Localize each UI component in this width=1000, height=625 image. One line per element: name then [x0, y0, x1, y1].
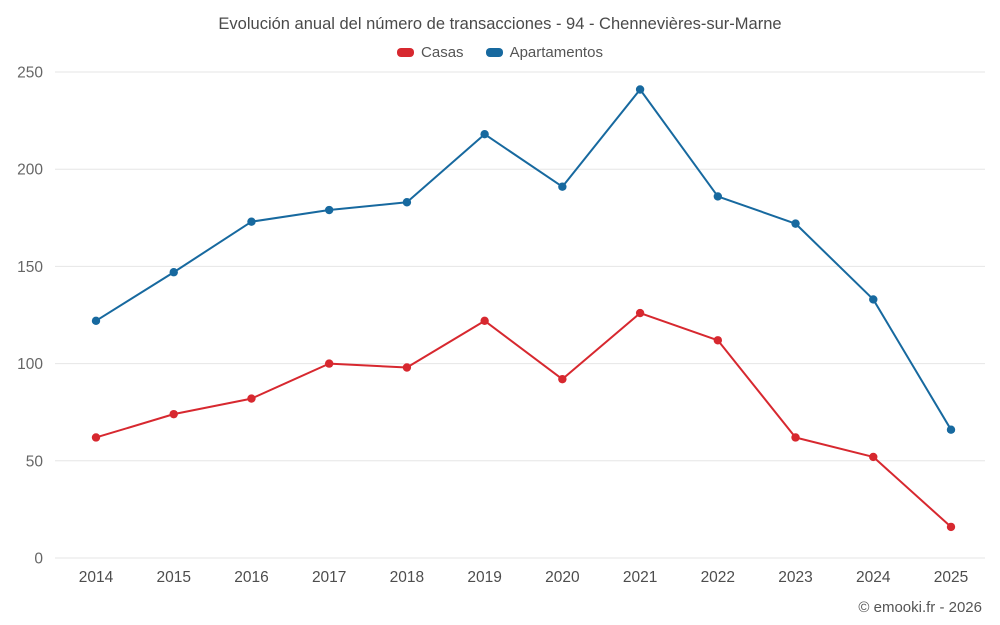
- data-point-apartamentos-2022[interactable]: [713, 192, 723, 201]
- data-point-apartamentos-2021[interactable]: [635, 85, 645, 94]
- legend-label-casas: Casas: [421, 44, 464, 61]
- chart-legend: Casas Apartamentos: [0, 44, 1000, 61]
- data-point-casas-2025[interactable]: [946, 522, 956, 532]
- data-point-apartamentos-2023[interactable]: [791, 219, 800, 228]
- legend-swatch-casas-icon: [397, 48, 415, 57]
- y-tick-label: 200: [17, 162, 43, 179]
- data-point-apartamentos-2017[interactable]: [324, 205, 334, 215]
- y-tick-label: 250: [17, 65, 43, 82]
- x-tick-label: 2019: [467, 569, 501, 586]
- data-point-casas-2021[interactable]: [635, 308, 645, 318]
- data-point-apartamentos-2020[interactable]: [558, 182, 567, 191]
- y-tick-label: 100: [17, 356, 43, 373]
- data-point-casas-2017[interactable]: [324, 359, 334, 368]
- data-point-apartamentos-2019[interactable]: [480, 130, 489, 139]
- data-point-casas-2022[interactable]: [713, 336, 723, 345]
- series-line-apartamentos: [95, 88, 952, 431]
- series-line-casas: [95, 312, 952, 528]
- data-point-apartamentos-2025[interactable]: [946, 425, 956, 434]
- data-point-casas-2018[interactable]: [402, 363, 412, 372]
- data-point-casas-2019[interactable]: [480, 316, 489, 326]
- legend-label-apartamentos: Apartamentos: [509, 44, 603, 61]
- x-tick-label: 2024: [856, 569, 891, 586]
- x-tick-label: 2025: [934, 569, 968, 586]
- chart-title: Evolución anual del número de transaccio…: [218, 15, 782, 33]
- y-tick-label: 150: [17, 259, 43, 276]
- data-point-casas-2014[interactable]: [91, 433, 101, 442]
- data-point-casas-2016[interactable]: [247, 394, 256, 403]
- data-point-apartamentos-2018[interactable]: [402, 198, 412, 207]
- x-tick-label: 2017: [312, 569, 346, 586]
- x-tick-label: 2014: [79, 569, 114, 586]
- data-point-casas-2020[interactable]: [558, 374, 567, 384]
- x-tick-label: 2022: [701, 569, 735, 586]
- data-point-casas-2024[interactable]: [869, 452, 878, 462]
- legend-swatch-apartamentos-icon: [485, 48, 503, 57]
- x-tick-label: 2015: [156, 569, 190, 586]
- data-point-apartamentos-2016[interactable]: [247, 217, 256, 226]
- legend-item-casas[interactable]: Casas: [397, 44, 464, 61]
- data-point-apartamentos-2014[interactable]: [91, 316, 101, 326]
- data-point-apartamentos-2015[interactable]: [169, 268, 178, 277]
- data-point-casas-2015[interactable]: [169, 409, 178, 419]
- data-point-casas-2023[interactable]: [791, 433, 800, 442]
- y-tick-label: 0: [34, 551, 43, 568]
- legend-item-apartamentos[interactable]: Apartamentos: [485, 44, 603, 61]
- x-tick-label: 2020: [545, 569, 580, 586]
- y-tick-label: 50: [26, 453, 44, 470]
- data-point-apartamentos-2024[interactable]: [869, 295, 878, 304]
- x-tick-label: 2021: [623, 569, 657, 586]
- copyright-text: © emooki.fr - 2026: [858, 599, 982, 616]
- x-tick-label: 2023: [778, 569, 812, 586]
- x-tick-label: 2016: [234, 569, 268, 586]
- x-tick-label: 2018: [390, 569, 424, 586]
